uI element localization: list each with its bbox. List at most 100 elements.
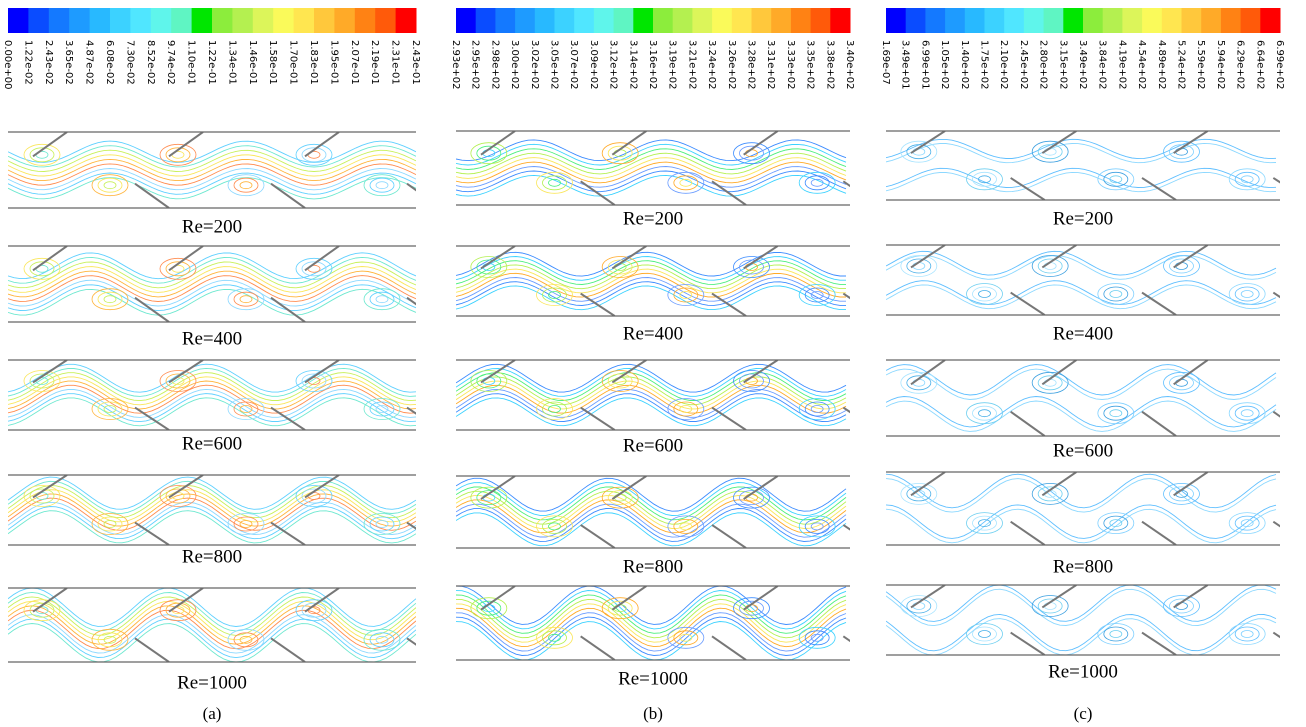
vortex-loop [1103, 171, 1129, 187]
vortex-loop [804, 287, 830, 303]
colorbar-tick-label: 2.98e+02 [489, 40, 500, 90]
vortex-loop [23, 143, 61, 166]
contour-plot [8, 246, 416, 322]
vortex-loop [1097, 168, 1135, 191]
baffle [1010, 410, 1046, 436]
contour-line [886, 613, 1277, 652]
vortex-loop [900, 595, 938, 617]
vortex-loop [369, 177, 395, 193]
vortex-loop [810, 633, 824, 642]
plot-label: Re=600 [182, 433, 242, 454]
contour-line [456, 256, 846, 281]
vortex-loop [1037, 144, 1063, 160]
colorbar-swatch [232, 8, 254, 33]
contour-line [8, 252, 416, 280]
vortex-loop [906, 144, 932, 160]
contour-line [456, 139, 847, 162]
contour-plot [886, 245, 1280, 315]
vortex-loop [227, 398, 265, 420]
contour-line [886, 473, 1277, 509]
vortex-loop [369, 291, 395, 307]
contour-line [886, 396, 1277, 428]
contour-line [886, 585, 1277, 622]
baffle [480, 131, 516, 156]
colorbar-swatch [984, 8, 1005, 33]
baffle [270, 182, 306, 208]
vortex-loop [804, 175, 830, 191]
plot-label: Re=200 [1053, 208, 1113, 229]
colorbar-swatch [252, 8, 274, 33]
vortex-loop [1163, 482, 1200, 505]
vortex-loop [369, 516, 395, 532]
vortex-loop [375, 405, 389, 413]
vortex-loop [363, 628, 401, 651]
baffle [134, 637, 170, 662]
colorbar-swatch [89, 8, 111, 33]
baffle [1041, 472, 1077, 497]
vortex-loop [233, 632, 259, 648]
baffle [1041, 131, 1077, 154]
baffle [304, 475, 340, 499]
contour-line [8, 158, 416, 182]
vortex-loop [679, 178, 693, 187]
vortex-loop [470, 370, 508, 392]
vortex-loop [239, 520, 253, 528]
vortex-loop [227, 628, 265, 651]
vortex-loop [972, 286, 997, 302]
baffle [480, 246, 516, 270]
colorbar-swatch [171, 8, 193, 33]
contour-line [8, 393, 416, 423]
colorbar-tick-label: 1.69e-07 [880, 40, 891, 85]
contour-line [8, 261, 416, 289]
vortex-loop [476, 490, 502, 506]
colorbar-tick-label: 4.54e+02 [1136, 40, 1147, 90]
vortex-loop [542, 519, 567, 534]
contour-line [456, 397, 847, 427]
vortex-loop [1240, 409, 1254, 418]
baffle [842, 524, 850, 531]
colorbar-swatch [1043, 8, 1064, 33]
vortex-loop [536, 398, 573, 420]
colorbar-tick-label: 2.93e+02 [450, 40, 461, 90]
vortex-loop [679, 633, 693, 642]
baffle [1272, 177, 1280, 184]
vortex-loop [97, 516, 123, 532]
colorbar-swatch [712, 8, 733, 33]
vortex-loop [295, 485, 333, 507]
colorbar-swatch [534, 8, 555, 33]
colorbar-swatch [212, 8, 233, 33]
contour-line [456, 268, 846, 294]
vortex-loop [679, 405, 693, 413]
vortex-loop [233, 516, 259, 532]
vortex-loop [542, 175, 567, 191]
contour-line [8, 154, 416, 177]
vortex-loop [375, 635, 389, 644]
vortex-loop [1031, 595, 1069, 617]
colorbar-tick-label: 2.43e-01 [410, 40, 421, 85]
vortex-loop [667, 398, 705, 420]
colorbar-swatch [354, 8, 376, 33]
vortex-loop [810, 178, 824, 187]
vortex-loop [1037, 486, 1063, 502]
baffle [611, 476, 647, 500]
vortex-loop [97, 291, 123, 307]
colorbar-tick-label: 1.05e+02 [939, 40, 950, 90]
colorbar-tick-label: 2.43e-02 [43, 40, 54, 85]
colorbar-tick-label: 3.24e+02 [706, 40, 717, 90]
vortex-loop [1103, 515, 1129, 531]
contour-line [8, 397, 416, 427]
plot-label: Re=600 [623, 435, 683, 456]
colorbar-tick-label: 3.35e+02 [805, 40, 816, 90]
vortex-loop [966, 283, 1003, 305]
contour-line [8, 501, 416, 535]
baffle [1173, 360, 1209, 386]
contour-line [8, 279, 416, 307]
contour-line [456, 368, 847, 397]
colorbar-swatch [1102, 8, 1123, 33]
colorbar-swatch [110, 8, 131, 33]
vortex-loop [542, 401, 567, 417]
vortex-loop [978, 290, 991, 298]
contour-line [8, 600, 416, 641]
caption: (a) [203, 704, 222, 723]
colorbar-tick-label: 6.64e+02 [1254, 40, 1265, 90]
